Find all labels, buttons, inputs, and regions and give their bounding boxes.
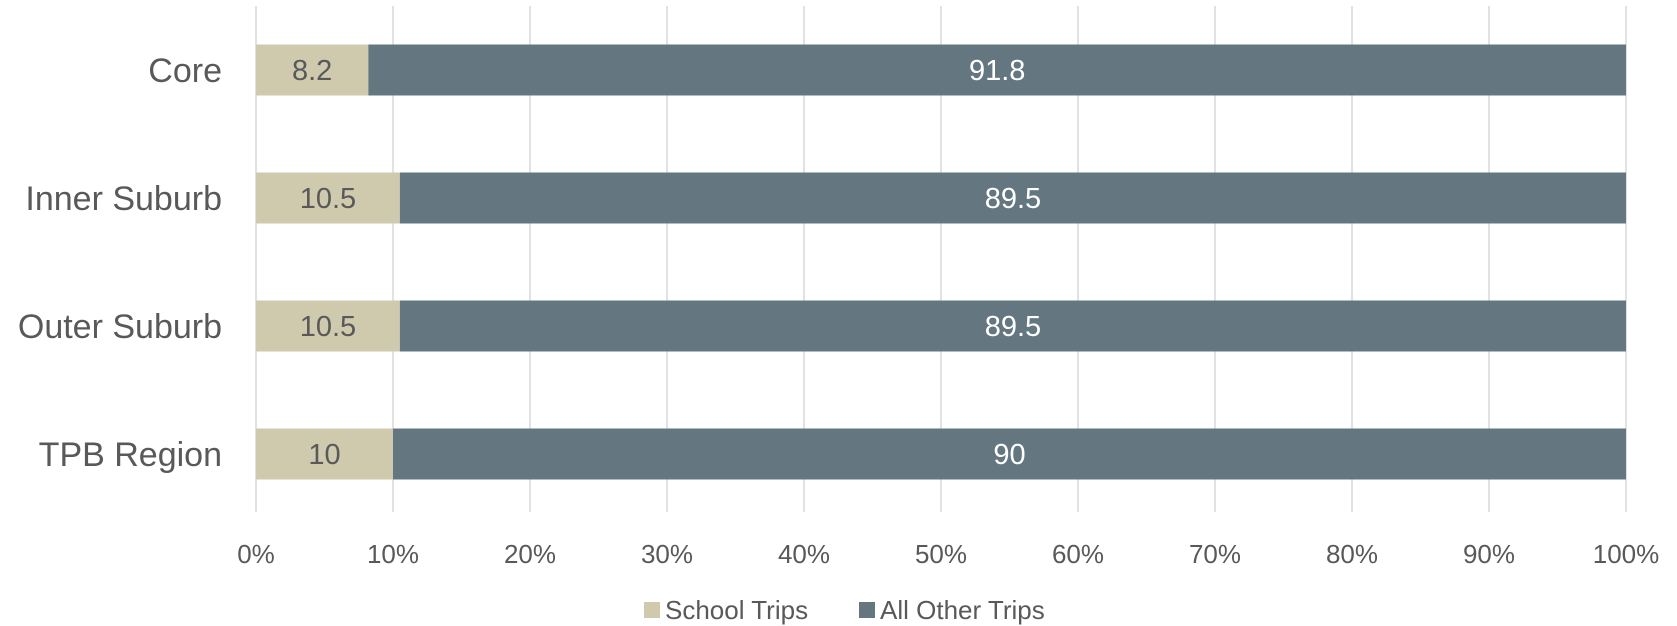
category-label: Outer Suburb [18, 308, 222, 346]
x-tick-label: 50% [915, 539, 967, 569]
category-label: TPB Region [39, 436, 222, 474]
x-tick-label: 60% [1052, 539, 1104, 569]
bar-segment [256, 172, 400, 224]
data-label: 10.5 [300, 311, 356, 343]
data-label: 8.2 [292, 55, 332, 87]
bar-segment [399, 300, 1627, 352]
bar-segment [399, 172, 1627, 224]
legend-swatch [644, 602, 660, 618]
data-label: 10.5 [300, 183, 356, 215]
bars: 8.2 91.8 10.5 89.5 10.5 89.5 10 90 [256, 44, 1627, 480]
bar-segment [256, 300, 400, 352]
x-tick-label: 70% [1189, 539, 1241, 569]
x-tick-label: 40% [778, 539, 830, 569]
data-label: 10 [308, 439, 340, 471]
category-label: Core [148, 52, 222, 90]
bar-segment [393, 428, 1626, 480]
x-tick-label: 80% [1326, 539, 1378, 569]
data-label: 90 [993, 439, 1025, 471]
bar-segment [256, 44, 369, 96]
legend-label: School Trips [665, 595, 808, 625]
category-labels: Core Inner Suburb Outer Suburb TPB Region [18, 52, 222, 474]
x-tick-label: 20% [504, 539, 556, 569]
data-label: 91.8 [969, 55, 1025, 87]
x-tick-label: 10% [367, 539, 419, 569]
x-tick-label: 100% [1593, 539, 1660, 569]
legend: School Trips All Other Trips [644, 595, 1045, 625]
x-tick-label: 0% [237, 539, 275, 569]
x-axis-tick-labels: 0% 10% 20% 30% 40% 50% 60% 70% 80% 90% 100% [237, 539, 1659, 569]
data-label: 89.5 [985, 311, 1041, 343]
bar-segment [368, 44, 1627, 96]
legend-swatch [859, 602, 875, 618]
category-label: Inner Suburb [25, 180, 222, 218]
legend-label: All Other Trips [880, 595, 1045, 625]
x-tick-label: 90% [1463, 539, 1515, 569]
x-tick-label: 30% [641, 539, 693, 569]
bar-segment [256, 428, 393, 480]
data-label: 89.5 [985, 183, 1041, 215]
